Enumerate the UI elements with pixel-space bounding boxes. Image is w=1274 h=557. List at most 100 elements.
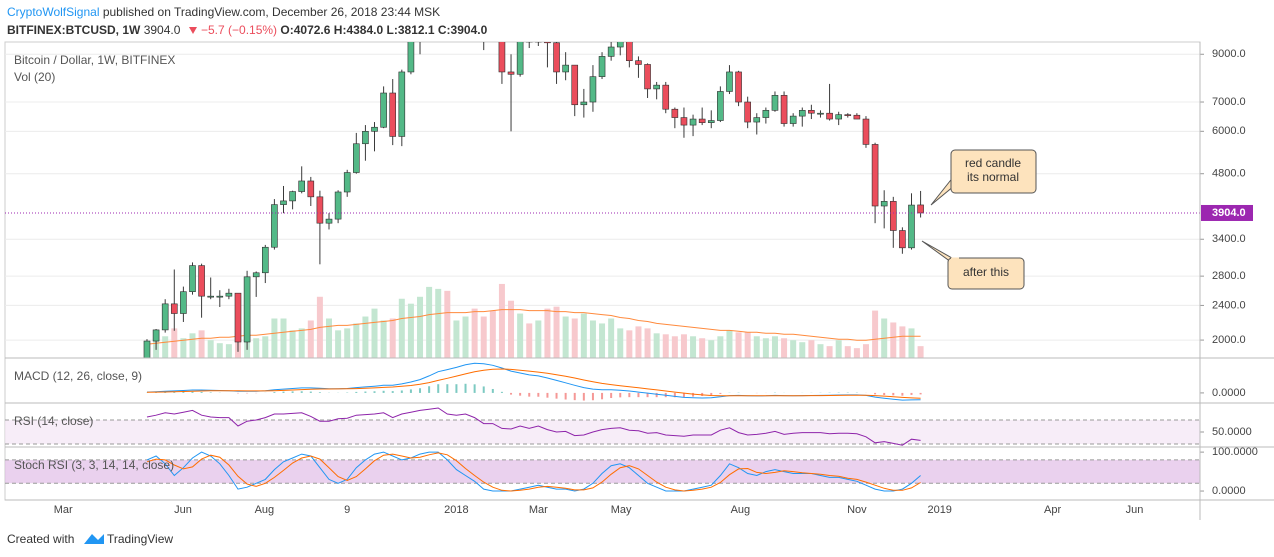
candle-body xyxy=(880,201,888,207)
candle-body xyxy=(635,60,642,65)
volume-bar xyxy=(735,332,742,358)
volume-bar xyxy=(653,333,660,358)
candle-body xyxy=(917,204,924,214)
volume-bar xyxy=(589,320,596,358)
macd-hist xyxy=(382,390,385,393)
volume-bar xyxy=(517,313,524,358)
candle-body xyxy=(753,117,761,123)
x-tick-label: Apr xyxy=(1044,504,1061,516)
last-price-label: 3904.0 xyxy=(1212,207,1246,219)
y-tick-label: 3400.0 xyxy=(1212,233,1246,245)
volume-bar xyxy=(762,338,769,358)
candle-body xyxy=(762,110,770,118)
volume-bar xyxy=(435,288,442,358)
candle-body xyxy=(689,118,697,126)
candles xyxy=(5,42,1200,358)
callout-box xyxy=(950,149,1037,194)
annotation: red candle its normal xyxy=(930,149,1037,206)
symbol-line: BITFINEX:BTCUSD, 1W 3904.0 xyxy=(7,23,181,37)
candle-body xyxy=(726,71,733,92)
macd-hist xyxy=(628,392,631,398)
macd-hist xyxy=(400,390,403,393)
candle-body xyxy=(407,42,415,73)
candle-body xyxy=(243,276,251,343)
candle-body xyxy=(899,230,906,249)
macd-hist xyxy=(273,392,276,393)
volume-bar xyxy=(571,318,578,358)
candle-body xyxy=(198,265,205,297)
callout-box xyxy=(947,257,1025,290)
macd-hist xyxy=(391,391,394,393)
annotation-text: red candle xyxy=(965,156,1021,170)
macd-hist xyxy=(510,392,513,395)
volume-bar xyxy=(872,310,879,358)
macd-hist xyxy=(919,392,922,395)
volume-bar xyxy=(180,338,187,358)
candle-body xyxy=(698,118,706,123)
candle-body xyxy=(216,295,224,298)
volume xyxy=(143,283,924,358)
macd-hist xyxy=(428,386,431,393)
candle-body xyxy=(826,112,833,120)
candle-body xyxy=(389,92,397,137)
volume-bar xyxy=(444,290,451,358)
candle-body xyxy=(161,303,169,331)
ohlc-line: −5.7 (−0.15%) O:4072.6 H:4384.0 L:3812.1… xyxy=(201,23,488,37)
brand[interactable]: TradingView xyxy=(107,532,173,546)
y-tick-label: 2400.0 xyxy=(1212,299,1246,311)
volume-bar xyxy=(335,330,342,358)
macd-hist xyxy=(200,391,203,393)
band-fill xyxy=(5,420,1200,444)
candle-body xyxy=(562,64,569,73)
macd-hist xyxy=(300,391,303,393)
candle-body xyxy=(598,56,606,77)
macd-hist xyxy=(655,392,658,398)
candle-body xyxy=(908,204,915,249)
candle-body xyxy=(626,42,633,62)
macd-hist xyxy=(719,392,722,394)
volume-bar xyxy=(617,328,624,358)
macd-hist xyxy=(419,388,422,393)
macd-hist xyxy=(282,391,285,393)
volume-bar xyxy=(344,328,351,358)
candle-body xyxy=(271,204,278,248)
volume-bar xyxy=(817,344,824,358)
candle-body xyxy=(307,180,315,198)
brand-logo xyxy=(84,534,104,544)
macd-hist xyxy=(637,392,640,398)
volume-bar xyxy=(171,328,178,358)
macd-hist xyxy=(519,392,522,396)
volume-bar xyxy=(744,332,751,358)
volume-bar xyxy=(508,300,515,358)
macd-hist xyxy=(455,384,458,393)
candle-body xyxy=(853,114,861,120)
macd-hist xyxy=(291,391,294,393)
y-tick-label: 2000.0 xyxy=(1212,334,1246,346)
macd-hist xyxy=(573,392,576,401)
candle-body xyxy=(889,201,897,231)
candle-body xyxy=(362,131,369,145)
x-tick-label: Mar xyxy=(529,504,548,516)
volume-bar xyxy=(808,340,815,358)
y-tick-label: 2800.0 xyxy=(1212,270,1246,282)
candle-body xyxy=(353,143,360,173)
macd-hist xyxy=(446,384,449,393)
last: 3904.0 xyxy=(144,23,181,37)
macd-hist xyxy=(710,392,713,396)
volume-bar xyxy=(553,306,560,358)
annotation: after this xyxy=(921,240,1025,290)
volume-bar xyxy=(498,283,505,358)
volume-bar xyxy=(462,316,469,358)
rsi-line xyxy=(146,407,921,446)
volume-bar xyxy=(417,296,424,358)
y-tick-label: 7000.0 xyxy=(1212,96,1246,108)
volume-bar xyxy=(680,334,687,358)
macd-hist xyxy=(309,391,312,393)
macd-hist xyxy=(173,392,176,393)
candle-body xyxy=(789,115,797,124)
author[interactable]: CryptoWolfSignal xyxy=(7,5,99,19)
signal-line xyxy=(146,368,921,399)
volume-bar xyxy=(626,330,633,358)
volume-bar xyxy=(307,320,314,358)
footer-text: Created with xyxy=(7,532,74,546)
